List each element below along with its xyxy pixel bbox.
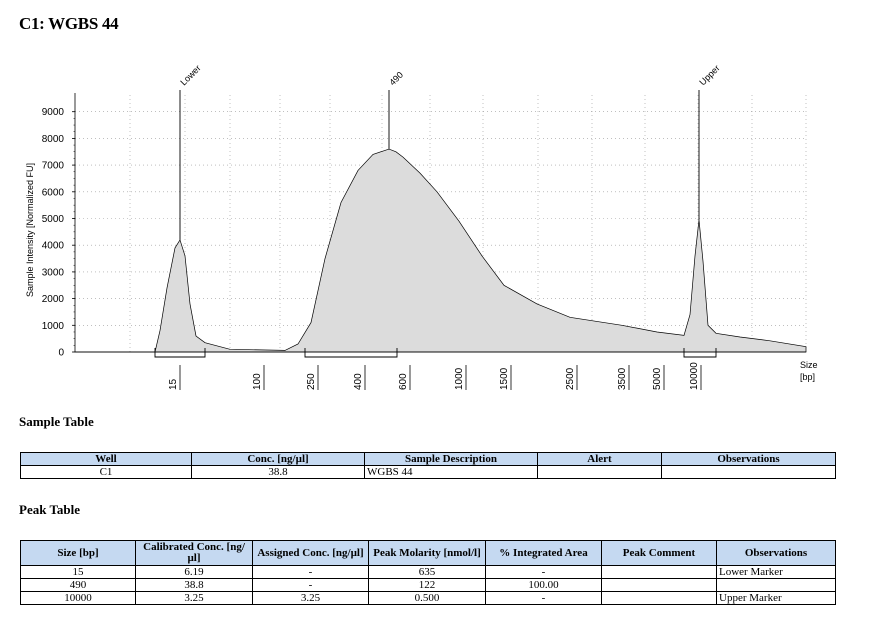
table-cell: -: [252, 578, 369, 592]
x-axis-title: [bp]: [800, 372, 815, 382]
table-cell: 3.25: [135, 591, 253, 605]
column-header: Well: [20, 452, 192, 466]
peak-label: 490: [387, 70, 405, 88]
column-header: Sample Description: [364, 452, 538, 466]
peak-table: Size [bp] Calibrated Conc. [ng/µl] Assigne…: [20, 540, 836, 605]
table-cell: [537, 465, 662, 479]
table-cell: -: [252, 565, 369, 579]
column-header: Conc. [ng/µl]: [191, 452, 365, 466]
peak-window: [683, 348, 717, 358]
y-tick-label: 4000: [42, 241, 65, 252]
x-tick-label: 250: [306, 373, 317, 390]
table-cell: [716, 578, 836, 592]
table-cell: 100.00: [485, 578, 602, 592]
x-tick-label: 1000: [454, 367, 465, 390]
table-row: 10000 3.25 3.25 0.500- Upper Marker: [20, 591, 836, 605]
table-cell: 3.25: [252, 591, 369, 605]
table-cell: [601, 591, 717, 605]
y-tick-label: 3000: [42, 267, 65, 278]
y-tick-label: 9000: [42, 107, 65, 118]
peak-window: [154, 348, 206, 358]
y-axis-title: Sample Intensity [Normalized FU]: [25, 163, 35, 297]
x-tick-label: 10000: [689, 362, 700, 390]
axes: 0 1000 2000 3000 4000 5000 6000 7000 8000 9000: [42, 93, 806, 359]
x-tick-label: 5000: [652, 367, 663, 390]
y-tick-label: 7000: [42, 161, 65, 172]
x-tick-label: 1500: [499, 367, 510, 390]
table-cell: -: [485, 565, 602, 579]
x-tick-label: 2500: [565, 367, 576, 390]
y-tick-label: 2000: [42, 294, 65, 305]
column-header: Calibrated Conc. [ng/µl]: [135, 540, 253, 566]
column-header: Assigned Conc. [ng/µl]: [252, 540, 369, 566]
axis-labels: 15 100 250 400 600 1000 1500 2500 3500 5000 10000S…: [25, 163, 818, 390]
table-cell: 122: [368, 578, 486, 592]
table-cell: 10000: [20, 591, 136, 605]
peak-label: Upper: [697, 63, 721, 87]
sample-table: Well Conc. [ng/µl] Sample Description Alert…: [20, 452, 836, 479]
y-tick-label: 0: [58, 348, 64, 359]
x-tick-label: 15: [168, 378, 179, 390]
y-tick-label: 5000: [42, 214, 65, 225]
table-cell: WGBS 44: [364, 465, 538, 479]
x-tick-label: 600: [398, 373, 409, 390]
electropherogram-chart: 0 1000 2000 3000 4000 5000 6000 7000 8000 9000 Lo…: [25, 63, 818, 390]
y-tick-label: 1000: [42, 321, 65, 332]
table-row: C1 38.8 WGBS 44: [20, 465, 836, 479]
table-cell: [601, 578, 717, 592]
table-cell: Upper Marker: [716, 591, 836, 605]
table-cell: C1: [20, 465, 192, 479]
table-cell: 0.500: [368, 591, 486, 605]
trace-area: [75, 148, 807, 353]
x-tick-label: 400: [353, 373, 364, 390]
table-cell: 6.19: [135, 565, 253, 579]
table-cell: 38.8: [135, 578, 253, 592]
table-cell: 15: [20, 565, 136, 579]
table-cell: 635: [368, 565, 486, 579]
table-cell: [601, 565, 717, 579]
table-cell: 490: [20, 578, 136, 592]
column-header: % Integrated Area: [485, 540, 602, 566]
table-row: 490 38.8-122 100.00: [20, 578, 836, 592]
column-header: Peak Comment: [601, 540, 717, 566]
column-header: Observations: [661, 452, 836, 466]
table-cell: -: [485, 591, 602, 605]
y-tick-label: 8000: [42, 134, 65, 145]
sample-title: C1: WGBS 44: [19, 14, 119, 33]
table-cell: [661, 465, 836, 479]
column-header: Peak Molarity [nmol/l]: [368, 540, 486, 566]
column-header: Observations: [716, 540, 836, 566]
table-cell: 38.8: [191, 465, 365, 479]
sample-table-heading: Sample Table: [19, 414, 94, 429]
column-header: Alert: [537, 452, 662, 466]
x-axis-title: Size: [800, 360, 818, 370]
trace-path: [75, 148, 807, 353]
peak-label: Lower: [178, 63, 202, 87]
y-tick-label: 6000: [42, 187, 65, 198]
peak-window: [304, 348, 398, 358]
x-tick-label: 100: [252, 373, 263, 390]
table-cell: Lower Marker: [716, 565, 836, 579]
peak-table-heading: Peak Table: [19, 502, 81, 517]
x-tick-label: 3500: [617, 367, 628, 390]
column-header: Size [bp]: [20, 540, 136, 566]
table-row: 15 6.19-635- Lower Marker: [20, 565, 836, 579]
